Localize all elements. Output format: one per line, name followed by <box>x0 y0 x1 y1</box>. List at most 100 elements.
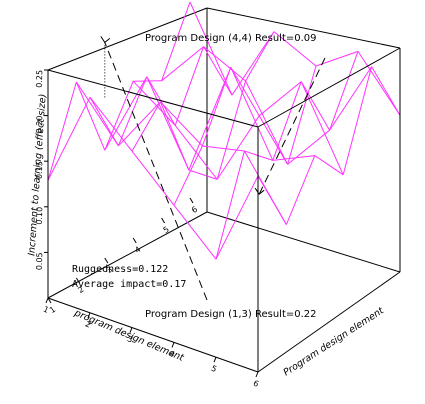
surface-segment <box>89 96 133 152</box>
z-tick-label: 0.25 <box>35 70 45 88</box>
surface-segment <box>285 155 316 225</box>
y-tick-label: 4 <box>133 245 142 255</box>
surface-segment <box>89 96 119 147</box>
surface-segment <box>188 169 218 180</box>
surface-segment <box>118 101 161 147</box>
surface-segment <box>161 46 204 82</box>
frame-edge-top-right-front <box>257 47 401 128</box>
x-tick <box>213 357 217 363</box>
frame-edge-top-left-front <box>47 69 259 128</box>
surface-segment <box>314 155 344 176</box>
x-tick <box>87 312 91 318</box>
x-tick <box>129 327 133 333</box>
surface-segment <box>329 66 373 131</box>
arrow-head-bottom <box>100 36 111 44</box>
z-tick-label: 0.10 <box>35 207 45 225</box>
annotation-pointer-top <box>258 57 326 195</box>
y-tick-label: 6 <box>190 205 199 215</box>
annotation-pointers <box>100 36 326 301</box>
surface-segment <box>173 145 203 206</box>
surface-segment <box>216 80 247 180</box>
annotation-top: Program Design (4,4) Result=0.09 <box>145 33 317 44</box>
surface-segment <box>272 81 302 161</box>
x-tick-label: 4 <box>168 349 176 359</box>
surface-segment <box>173 204 217 260</box>
surface-segment <box>161 1 191 81</box>
surface-segment <box>131 150 175 206</box>
x-tick-label: 5 <box>210 364 218 374</box>
y-tick-label: 5 <box>162 225 171 235</box>
x-tick-label: 3 <box>126 334 134 344</box>
x-tick-label: 2 <box>84 319 92 329</box>
surface-mesh <box>47 1 401 260</box>
frame-edge-top-left-back <box>47 7 208 71</box>
y-tick <box>47 297 52 304</box>
axis-ticks: 0.05 0.10 0.15 0.20 0.25 1 2 3 4 5 6 1 2 3 4 5 6 <box>35 69 260 389</box>
ruggedness-label: Ruggedness=0.122 <box>72 264 168 275</box>
z-tick-label: 0.05 <box>35 252 45 270</box>
surface-segment <box>215 150 245 260</box>
surface-segment <box>329 51 359 131</box>
surface-segment <box>201 67 232 147</box>
surface-segment <box>132 80 176 126</box>
y-tick-label: 1 <box>48 305 57 315</box>
cube-frame-back <box>47 7 401 299</box>
x-tick <box>171 342 175 348</box>
surface-segment <box>258 81 302 117</box>
surface-segment <box>357 51 401 116</box>
surface-segment <box>272 155 315 161</box>
surface-segment <box>188 67 232 171</box>
annotation-bottom: Program Design (1,3) Result=0.22 <box>145 309 317 320</box>
x-tick-label: 6 <box>252 379 260 389</box>
frame-edge-back-right <box>206 211 401 273</box>
surface-segment <box>244 150 273 161</box>
arrow-head-top <box>254 187 265 195</box>
surface-segment <box>230 66 274 161</box>
surface-segment <box>287 65 317 165</box>
surface-segment <box>159 101 190 171</box>
surface-segment <box>174 46 205 126</box>
surface-segment <box>300 81 344 176</box>
average-impact-label: Average impact=0.17 <box>72 279 186 290</box>
surface-segment <box>273 31 317 67</box>
surface-segment <box>245 31 275 82</box>
surface-segment <box>202 145 245 152</box>
surface-segment <box>131 101 161 152</box>
surface-segment <box>216 115 260 180</box>
surface-segment <box>160 101 203 147</box>
surface-segment <box>75 81 119 147</box>
surface-segment <box>215 175 259 260</box>
surface-segment <box>342 66 373 175</box>
surface-segment <box>47 81 77 181</box>
surface-segment <box>371 66 401 116</box>
surface-segment <box>203 46 246 82</box>
x-tick-label: 1 <box>42 305 50 315</box>
z-tick-label: 0.15 <box>35 161 45 179</box>
surface-segment <box>104 76 148 151</box>
frame-edge-back-left <box>47 211 208 299</box>
y-tick <box>75 277 80 284</box>
surface-segment <box>189 1 233 96</box>
y-tick <box>189 197 194 204</box>
x-tick <box>45 297 49 304</box>
y-tick <box>104 257 109 264</box>
annotation-pointer-bottom <box>104 42 208 301</box>
surface-segment <box>257 175 287 225</box>
frame-edge-top-right-back <box>206 7 401 49</box>
surface-segment <box>75 81 106 151</box>
x-tick <box>255 371 259 378</box>
surface-segment <box>203 46 233 96</box>
surface-segment <box>287 129 330 165</box>
surface-segment <box>104 81 134 151</box>
z-axis-title: Increment to learning (effect size) <box>26 93 48 256</box>
y-tick-label: 3 <box>105 265 114 275</box>
frame-edge-front-left <box>47 297 259 373</box>
z-tick-label: 0.20 <box>35 115 45 133</box>
y-tick <box>132 237 137 244</box>
cube-frame-front <box>47 47 401 373</box>
y-tick-label: 2 <box>76 285 85 295</box>
y-tick <box>161 217 166 224</box>
surface-segment <box>315 50 359 67</box>
surface-segment <box>47 96 91 181</box>
